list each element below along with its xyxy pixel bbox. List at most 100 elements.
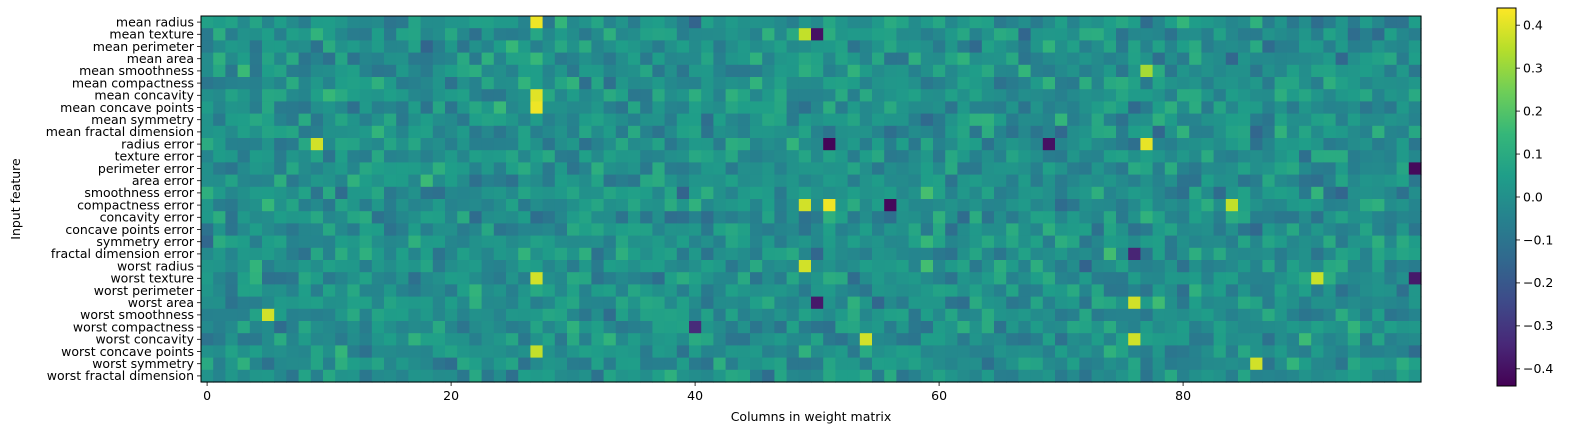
heatmap-cell bbox=[1079, 150, 1093, 163]
heatmap-cell bbox=[811, 199, 824, 212]
heatmap-cell bbox=[310, 235, 324, 249]
heatmap-cell bbox=[469, 199, 483, 212]
heatmap-cell bbox=[1335, 28, 1349, 41]
heatmap-cell bbox=[725, 296, 739, 310]
heatmap-cell bbox=[689, 284, 702, 298]
heatmap-cell bbox=[811, 138, 824, 151]
heatmap-cell bbox=[1396, 321, 1410, 334]
heatmap-cell bbox=[554, 284, 568, 298]
heatmap-cell bbox=[1347, 52, 1361, 66]
heatmap-cell bbox=[1152, 321, 1166, 334]
heatmap-cell bbox=[1091, 138, 1105, 151]
heatmap-cell bbox=[1396, 369, 1410, 383]
heatmap-cell bbox=[237, 211, 251, 224]
heatmap-cell bbox=[835, 52, 849, 66]
heatmap-cell bbox=[786, 333, 800, 346]
heatmap-cell bbox=[213, 40, 226, 54]
heatmap-cell bbox=[676, 223, 690, 237]
heatmap-cell bbox=[481, 162, 495, 176]
heatmap-cell bbox=[262, 211, 275, 224]
heatmap-cell bbox=[323, 89, 336, 102]
heatmap-cell bbox=[1372, 369, 1385, 383]
heatmap-cell bbox=[506, 52, 519, 66]
heatmap-cell bbox=[1299, 199, 1312, 212]
heatmap-cell bbox=[1274, 247, 1288, 261]
heatmap-cell bbox=[994, 308, 1007, 322]
heatmap-cell bbox=[762, 150, 775, 163]
heatmap-cell bbox=[408, 89, 422, 102]
heatmap-cell bbox=[1323, 308, 1337, 322]
heatmap-cell bbox=[1091, 162, 1105, 176]
heatmap-cell bbox=[1152, 308, 1166, 322]
heatmap-cell bbox=[1128, 101, 1141, 115]
heatmap-cell bbox=[1103, 113, 1117, 127]
heatmap-cell bbox=[579, 369, 592, 383]
colorbar-tick-label: −0.4 bbox=[1523, 361, 1553, 376]
heatmap-cell bbox=[640, 321, 653, 334]
heatmap-cell bbox=[1079, 28, 1093, 41]
heatmap-cell bbox=[737, 125, 751, 139]
heatmap-cell bbox=[1408, 125, 1422, 139]
heatmap-cell bbox=[737, 199, 751, 212]
heatmap-cell bbox=[615, 296, 629, 310]
heatmap-cell bbox=[493, 345, 507, 359]
heatmap-cell bbox=[298, 16, 312, 29]
heatmap-cell bbox=[225, 284, 239, 298]
heatmap-cell bbox=[957, 174, 971, 188]
heatmap-cell bbox=[1164, 296, 1178, 310]
heatmap-cell bbox=[1201, 113, 1215, 127]
heatmap-cell bbox=[713, 186, 727, 200]
heatmap-cell bbox=[1006, 162, 1019, 176]
heatmap-cell bbox=[359, 125, 373, 139]
heatmap-cell bbox=[1152, 125, 1166, 139]
heatmap-cell bbox=[1055, 40, 1068, 54]
heatmap-cell bbox=[1335, 260, 1349, 273]
heatmap-cell bbox=[481, 357, 495, 371]
heatmap-cell bbox=[542, 138, 556, 151]
heatmap-cell bbox=[1360, 272, 1373, 285]
heatmap-cell bbox=[249, 64, 263, 78]
heatmap-cell bbox=[469, 223, 483, 237]
heatmap-cell bbox=[542, 357, 556, 371]
heatmap-cell bbox=[591, 333, 605, 346]
heatmap-cell bbox=[481, 247, 495, 261]
heatmap-cell bbox=[859, 284, 873, 298]
heatmap-cell bbox=[1250, 223, 1263, 237]
heatmap-cell bbox=[994, 296, 1007, 310]
heatmap-cell bbox=[286, 369, 300, 383]
heatmap-cell bbox=[1311, 308, 1324, 322]
heatmap-cell bbox=[1067, 138, 1080, 151]
heatmap-cell bbox=[457, 333, 470, 346]
heatmap-cell bbox=[969, 333, 983, 346]
heatmap-cell bbox=[1372, 321, 1385, 334]
heatmap-cell bbox=[664, 260, 678, 273]
heatmap-cell bbox=[1079, 296, 1093, 310]
heatmap-cell bbox=[603, 64, 617, 78]
heatmap-cell bbox=[457, 223, 470, 237]
heatmap-cell bbox=[823, 113, 836, 127]
heatmap-cell bbox=[1225, 40, 1239, 54]
heatmap-cell bbox=[908, 211, 922, 224]
heatmap-cell bbox=[518, 89, 531, 102]
heatmap-cell bbox=[969, 345, 983, 359]
heatmap-cell bbox=[1091, 16, 1105, 29]
heatmap-cell bbox=[859, 77, 873, 90]
heatmap-cell bbox=[1372, 223, 1385, 237]
heatmap-cell bbox=[1164, 223, 1178, 237]
heatmap-cell bbox=[676, 89, 690, 102]
heatmap-cell bbox=[469, 272, 483, 285]
heatmap-cell bbox=[298, 28, 312, 41]
heatmap-cell bbox=[1177, 16, 1190, 29]
heatmap-cell bbox=[481, 199, 495, 212]
heatmap-cell bbox=[737, 284, 751, 298]
heatmap-cell bbox=[1018, 247, 1032, 261]
heatmap-cell bbox=[811, 28, 824, 41]
heatmap-cell bbox=[445, 138, 458, 151]
heatmap-cell bbox=[1164, 284, 1178, 298]
heatmap-cell bbox=[1055, 321, 1068, 334]
heatmap-cell bbox=[1384, 89, 1398, 102]
heatmap-cell bbox=[408, 345, 422, 359]
heatmap-cell bbox=[225, 321, 239, 334]
heatmap-cell bbox=[1238, 174, 1251, 188]
heatmap-cell bbox=[1201, 369, 1215, 383]
